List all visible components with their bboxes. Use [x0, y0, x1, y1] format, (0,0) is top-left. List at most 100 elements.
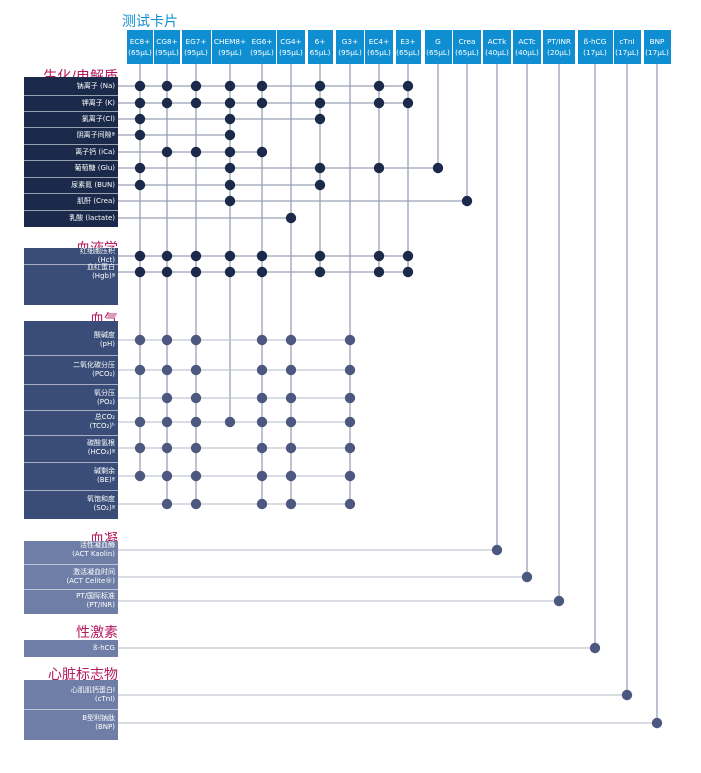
- cartridge-volume: (17μL): [583, 48, 607, 57]
- connection-dot: [314, 80, 326, 92]
- connection-dot: [161, 80, 173, 92]
- connection-dot: [285, 442, 297, 454]
- analyte-label-line: 乳酸 (lactate): [69, 213, 115, 222]
- connection-dot: [256, 364, 268, 376]
- connection-dot: [314, 162, 326, 174]
- cartridge-name: ß-hCG: [583, 37, 607, 46]
- cartridge-name: CG4+: [280, 37, 302, 46]
- cartridge-name: ACTc: [518, 37, 536, 46]
- connection-dot: [134, 334, 146, 346]
- cartridge-header-5: CG4+ (95μL): [277, 30, 305, 64]
- analyte-label-line: 红细胞压积: [80, 247, 115, 255]
- cartridge-name: G3+: [341, 37, 359, 46]
- row-separator: [24, 264, 118, 265]
- cartridge-header-13: ACTc (40μL): [513, 30, 541, 64]
- analyte-label: 氯离子(Cl): [24, 115, 115, 124]
- cartridge-volume: (65μL): [367, 48, 391, 57]
- connection-dot: [256, 470, 268, 482]
- section-block-1: [24, 248, 118, 305]
- connection-dot: [344, 470, 356, 482]
- connection-dot: [134, 97, 146, 109]
- connection-dot: [344, 334, 356, 346]
- cartridge-name: E3+: [400, 37, 416, 46]
- analyte-label: 红细胞压积 (Hct): [24, 247, 115, 265]
- cartridge-header-8: EC4+ (65μL): [365, 30, 393, 64]
- connection-dot: [224, 266, 236, 278]
- connection-dot: [285, 392, 297, 404]
- cartridge-header-4: EG6+ (95μL): [248, 30, 276, 64]
- cartridge-header-14: PT/INR (20μL): [543, 30, 575, 64]
- row-separator: [24, 564, 118, 565]
- row-separator: [24, 462, 118, 463]
- connection-dot: [134, 129, 146, 141]
- row-separator: [24, 95, 118, 96]
- cartridge-header-7: G3+ (95μL): [336, 30, 364, 64]
- connection-dot: [134, 416, 146, 428]
- analyte-label-line: (ACT Celite®): [66, 577, 115, 585]
- cartridge-volume: (17μL): [615, 48, 639, 57]
- cartridge-name: BNP: [649, 37, 665, 46]
- connection-dot: [224, 113, 236, 125]
- cartridge-volume: (95μL): [184, 48, 208, 57]
- cartridge-header-11: Crea (65μL): [453, 30, 481, 64]
- section-block-0: [24, 77, 118, 227]
- connection-dot: [285, 334, 297, 346]
- analyte-label: 氧分压 (PO₂): [24, 389, 115, 407]
- cartridge-header-10: G (65μL): [424, 30, 452, 64]
- analyte-label: 乳酸 (lactate): [24, 214, 115, 223]
- connection-dot: [224, 97, 236, 109]
- connection-dot: [190, 266, 202, 278]
- connection-dot: [224, 250, 236, 262]
- row-separator: [24, 709, 118, 710]
- connection-dot: [256, 250, 268, 262]
- connection-dot: [190, 80, 202, 92]
- analyte-label-line: 心肌肌钙蛋白I: [70, 686, 115, 694]
- connection-dot: [190, 364, 202, 376]
- analyte-label: 氧饱和度 (SO₂)ª: [24, 495, 115, 513]
- connection-dot: [344, 364, 356, 376]
- analyte-label: 离子钙 (iCa): [24, 148, 115, 157]
- row-separator: [24, 127, 118, 128]
- analyte-label-line: 肌酐 (Crea): [77, 196, 115, 205]
- row-separator: [24, 160, 118, 161]
- connection-dot: [344, 416, 356, 428]
- row-separator: [24, 144, 118, 145]
- connection-dot: [285, 364, 297, 376]
- analyte-label: 阴离子间隙ª: [24, 131, 115, 140]
- analyte-label-line: 葡萄糖 (Glu): [74, 163, 116, 172]
- analyte-label-line: 氧饱和度: [87, 495, 115, 503]
- cartridge-name: EC8+: [129, 37, 151, 46]
- cartridge-name: 6+: [314, 37, 326, 46]
- connection-dot: [134, 266, 146, 278]
- row-separator: [24, 177, 118, 178]
- connection-dot: [134, 470, 146, 482]
- analyte-label-line: B型利钠肽: [82, 714, 115, 722]
- analyte-label: PT/国际标准 (PT/INR): [24, 592, 115, 610]
- connection-dot: [134, 364, 146, 376]
- connection-dot: [161, 266, 173, 278]
- analyte-label-line: 血红蛋白: [87, 263, 115, 271]
- section-label-4: 性激素: [76, 625, 118, 641]
- analyte-label-line: 碳酸氢根: [87, 439, 115, 447]
- connection-dot: [161, 146, 173, 158]
- connection-dot: [314, 179, 326, 191]
- connection-dot: [256, 146, 268, 158]
- connection-dot: [344, 392, 356, 404]
- connection-dot: [190, 498, 202, 510]
- connection-dot: [314, 266, 326, 278]
- analyte-label: 葡萄糖 (Glu): [24, 163, 116, 173]
- connection-dot: [190, 97, 202, 109]
- connection-dot: [589, 642, 601, 654]
- connection-dot: [621, 689, 633, 701]
- analyte-label-line: 阴离子间隙ª: [76, 130, 115, 139]
- row-separator: [24, 410, 118, 411]
- connection-dot: [134, 80, 146, 92]
- connection-dot: [134, 250, 146, 262]
- cartridge-header-17: BNP (17μL): [643, 30, 671, 64]
- connection-dot: [161, 97, 173, 109]
- cartridge-header-16: cTnI (17μL): [613, 30, 641, 64]
- analyte-label: 碳酸氢根 (HCO₃)ª: [24, 439, 115, 457]
- cartridge-name: CHEM8+: [213, 37, 247, 46]
- section-block-4: [24, 640, 118, 657]
- connection-dot: [256, 266, 268, 278]
